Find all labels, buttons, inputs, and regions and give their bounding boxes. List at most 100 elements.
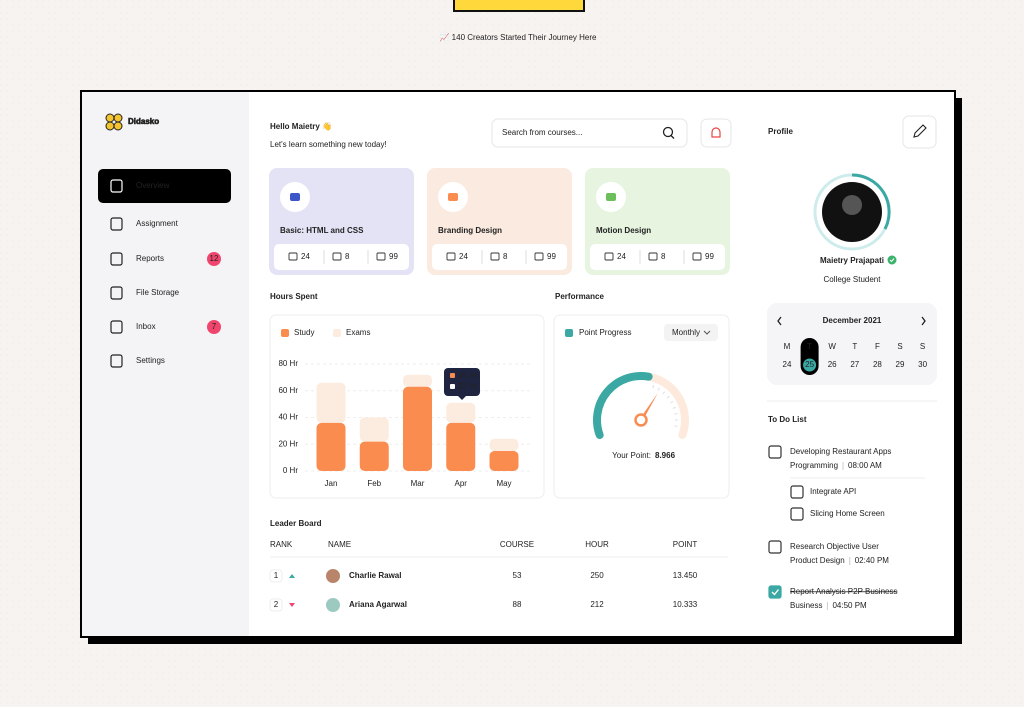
course-count: 88 bbox=[513, 600, 522, 609]
nav-badge bbox=[207, 320, 221, 334]
rank: 2 bbox=[274, 600, 279, 609]
banner: 📈 140 Creators Started Their Journey Her… bbox=[440, 32, 598, 42]
stat-icon bbox=[534, 252, 544, 261]
nav-icon bbox=[110, 354, 123, 368]
gauge-tick bbox=[674, 425, 678, 427]
gauge-tick bbox=[662, 391, 666, 395]
legend-swatch bbox=[333, 329, 341, 337]
profile-title: Profile bbox=[768, 127, 793, 136]
nav-label: Assignment bbox=[136, 219, 179, 228]
gauge-tick bbox=[670, 401, 674, 404]
y-tick-label: 80 Hr bbox=[278, 359, 298, 368]
gauge-needle bbox=[639, 392, 658, 420]
calendar-next[interactable] bbox=[921, 316, 926, 326]
points: 10.333 bbox=[673, 600, 698, 609]
nav-active-bg[interactable] bbox=[98, 169, 231, 203]
edit-button[interactable] bbox=[902, 115, 937, 149]
hours: 250 bbox=[590, 571, 604, 580]
period: Monthly bbox=[672, 328, 700, 337]
tooltip-pointer bbox=[458, 396, 466, 400]
course-lessons: 24 bbox=[617, 252, 626, 261]
course-icon-glyph bbox=[448, 193, 458, 201]
todo-time: 02:40 PM bbox=[855, 556, 890, 565]
performance-panel bbox=[553, 314, 730, 499]
x-tick-label: Apr bbox=[455, 479, 468, 488]
hours: 212 bbox=[590, 600, 604, 609]
date: 24 bbox=[783, 360, 792, 369]
nav-label: Overview bbox=[136, 181, 170, 190]
legend-swatch bbox=[565, 329, 573, 337]
y-tick-label: 20 Hr bbox=[278, 439, 298, 448]
todo-title: To Do List bbox=[768, 415, 807, 424]
gauge-tick bbox=[674, 413, 678, 415]
column-header: NAME bbox=[328, 540, 351, 549]
checkbox[interactable] bbox=[790, 485, 804, 499]
user-avatar bbox=[326, 598, 340, 612]
y-tick-label: 40 Hr bbox=[278, 413, 298, 422]
checkbox[interactable] bbox=[768, 540, 782, 554]
nav-icon bbox=[110, 217, 123, 231]
gauge-tick bbox=[672, 406, 676, 409]
top-button[interactable] bbox=[453, 0, 585, 12]
bar-segment bbox=[316, 382, 346, 423]
subtitle: Let's learn something new today! bbox=[270, 140, 387, 149]
verified-badge bbox=[887, 255, 897, 265]
course-lessons: 24 bbox=[459, 252, 468, 261]
nav-icon bbox=[110, 320, 123, 334]
checkbox[interactable] bbox=[768, 445, 782, 459]
checkbox[interactable] bbox=[768, 585, 782, 599]
chart-title: Hours Spent bbox=[270, 292, 318, 301]
stat-icon bbox=[446, 252, 456, 261]
weekday: M bbox=[784, 342, 791, 351]
rank: 1 bbox=[274, 571, 279, 580]
tooltip-swatch bbox=[450, 384, 455, 389]
subtask: Slicing Home Screen bbox=[810, 509, 885, 518]
nav-label: Reports bbox=[136, 254, 164, 263]
course-stats bbox=[432, 244, 567, 270]
weekday: S bbox=[920, 342, 925, 351]
verified-check bbox=[889, 258, 895, 263]
gauge-tick bbox=[652, 385, 655, 389]
course-icon-glyph bbox=[290, 193, 300, 201]
todo-category: Programming bbox=[790, 461, 838, 470]
bar-segment bbox=[446, 422, 476, 471]
gauge-track bbox=[644, 372, 689, 440]
nav-label: Settings bbox=[136, 356, 165, 365]
calendar-prev[interactable] bbox=[777, 316, 782, 326]
checkbox[interactable] bbox=[790, 507, 804, 521]
tooltip-swatch bbox=[450, 373, 455, 378]
nav-badge-count: 7 bbox=[212, 322, 217, 331]
search-icon bbox=[670, 135, 675, 139]
search-icon bbox=[662, 126, 674, 138]
column-header: RANK bbox=[270, 540, 293, 549]
bar-segment bbox=[359, 441, 389, 471]
x-tick-label: Feb bbox=[367, 479, 381, 488]
logo-icon bbox=[105, 113, 123, 131]
points: 13.450 bbox=[673, 571, 698, 580]
tooltip-text: 32 Hr bbox=[458, 382, 478, 391]
course-students: 99 bbox=[389, 252, 398, 261]
search-box[interactable] bbox=[491, 118, 688, 148]
gauge-tick bbox=[657, 387, 660, 391]
x-tick-label: May bbox=[496, 479, 511, 488]
nav-label: Inbox bbox=[136, 322, 156, 331]
calendar-month: December 2021 bbox=[823, 316, 882, 325]
course-count: 53 bbox=[513, 571, 522, 580]
bar-segment bbox=[489, 450, 519, 471]
subtask: Integrate API bbox=[810, 487, 856, 496]
legend-swatch bbox=[281, 329, 289, 337]
nav-icon bbox=[110, 252, 123, 266]
greeting: Hello Maietry 👋 bbox=[270, 122, 332, 131]
period-dropdown[interactable] bbox=[664, 324, 718, 341]
course-title: Motion Design bbox=[596, 226, 651, 235]
legend-label: Point Progress bbox=[579, 328, 631, 337]
tooltip-text: 55 Hr bbox=[458, 371, 478, 380]
course-assignments: 8 bbox=[661, 252, 666, 261]
legend-label: Study bbox=[294, 328, 314, 337]
notification-button[interactable] bbox=[700, 118, 732, 148]
checkmark bbox=[771, 589, 780, 596]
profile-name: Maietry Prajapati bbox=[820, 256, 884, 265]
stat-icon bbox=[376, 252, 386, 261]
weekday: S bbox=[897, 342, 902, 351]
